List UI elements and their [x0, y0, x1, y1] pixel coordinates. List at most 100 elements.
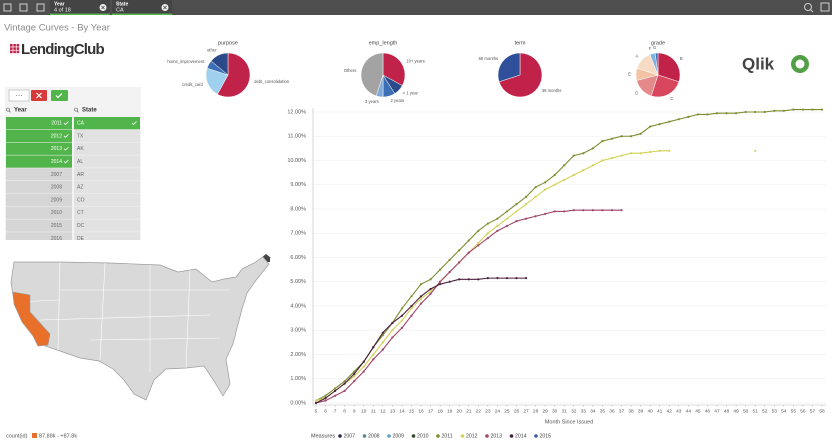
- series-point[interactable]: [505, 277, 509, 280]
- filter-item[interactable]: [6, 193, 72, 207]
- filter-item[interactable]: [74, 219, 140, 232]
- filter-item[interactable]: [6, 142, 72, 155]
- series-point[interactable]: [419, 283, 423, 286]
- filter-item[interactable]: [6, 155, 72, 168]
- filter-item[interactable]: [6, 232, 72, 244]
- series-point[interactable]: [544, 181, 547, 184]
- pie-slice[interactable]: [657, 52, 681, 83]
- legend-swatch[interactable]: [362, 434, 367, 438]
- series-point[interactable]: [706, 113, 709, 116]
- filter-item[interactable]: [74, 168, 140, 181]
- series-point[interactable]: [744, 110, 747, 114]
- series-point[interactable]: [629, 135, 633, 138]
- filter-item[interactable]: [74, 129, 140, 143]
- series-point[interactable]: [534, 215, 537, 218]
- series-point[interactable]: [333, 389, 337, 392]
- series-point[interactable]: [429, 292, 432, 295]
- series-point[interactable]: [448, 258, 451, 262]
- legend-label[interactable]: 2008: [368, 433, 380, 439]
- series-point[interactable]: [677, 118, 680, 121]
- pie-slice[interactable]: [360, 52, 384, 97]
- series-point[interactable]: [591, 209, 594, 212]
- series-point[interactable]: [572, 173, 575, 177]
- series-point[interactable]: [591, 147, 594, 150]
- series-point[interactable]: [524, 203, 528, 206]
- pie-slice[interactable]: [210, 52, 229, 76]
- filter-item[interactable]: [74, 181, 140, 194]
- series-point[interactable]: [477, 241, 480, 245]
- series-point[interactable]: [515, 203, 518, 206]
- legend-label[interactable]: 2011: [442, 433, 453, 439]
- filter-item[interactable]: [74, 206, 140, 219]
- filter-item[interactable]: [74, 232, 140, 244]
- series-point[interactable]: [372, 353, 375, 356]
- series-point[interactable]: [639, 132, 642, 135]
- series-point[interactable]: [754, 149, 757, 152]
- series-point[interactable]: [400, 314, 404, 317]
- series-point[interactable]: [620, 154, 623, 157]
- legend-label[interactable]: 2015: [540, 433, 552, 439]
- series-point[interactable]: [610, 209, 614, 212]
- series-point[interactable]: [496, 229, 499, 232]
- series-point[interactable]: [563, 164, 566, 167]
- series-point[interactable]: [410, 314, 413, 317]
- series-point[interactable]: [563, 178, 566, 181]
- series-point[interactable]: [353, 370, 356, 373]
- series-point[interactable]: [687, 115, 690, 118]
- series-point[interactable]: [429, 287, 432, 291]
- more-button[interactable]: [8, 89, 30, 102]
- series-point[interactable]: [801, 108, 805, 111]
- series-point[interactable]: [496, 277, 499, 280]
- series-point[interactable]: [658, 149, 661, 152]
- series-point[interactable]: [391, 321, 394, 325]
- series-point[interactable]: [582, 169, 585, 172]
- series-point[interactable]: [610, 137, 614, 140]
- series-point[interactable]: [754, 110, 757, 114]
- series-point[interactable]: [553, 210, 556, 213]
- series-point[interactable]: [314, 401, 318, 405]
- legend-swatch[interactable]: [509, 434, 514, 438]
- series-point[interactable]: [572, 209, 575, 212]
- series-point[interactable]: [601, 209, 604, 212]
- series-point[interactable]: [477, 244, 480, 247]
- series-point[interactable]: [544, 212, 547, 215]
- legend-swatch[interactable]: [460, 434, 465, 438]
- series-point[interactable]: [458, 261, 461, 264]
- series-point[interactable]: [353, 372, 356, 375]
- series-point[interactable]: [343, 380, 346, 383]
- filter-item[interactable]: [6, 168, 72, 181]
- series-point[interactable]: [343, 389, 346, 392]
- series-point[interactable]: [649, 125, 652, 128]
- series-point[interactable]: [782, 109, 785, 112]
- series-point[interactable]: [486, 277, 489, 280]
- series-point[interactable]: [362, 360, 365, 363]
- series-point[interactable]: [524, 195, 528, 198]
- series-point[interactable]: [458, 278, 461, 281]
- series-point[interactable]: [792, 108, 795, 111]
- legend-swatch[interactable]: [411, 434, 416, 438]
- series-point[interactable]: [362, 370, 365, 373]
- series-point[interactable]: [439, 280, 442, 283]
- series-point[interactable]: [324, 397, 327, 400]
- filter-item[interactable]: [74, 155, 140, 168]
- series-point[interactable]: [486, 232, 489, 235]
- filter-item[interactable]: [74, 193, 140, 207]
- series-point[interactable]: [715, 112, 719, 115]
- filter-item[interactable]: [74, 117, 140, 130]
- legend-swatch[interactable]: [534, 434, 538, 438]
- selection-chip[interactable]: [112, 0, 172, 15]
- series-point[interactable]: [381, 334, 384, 337]
- series-point[interactable]: [467, 239, 470, 242]
- series-point[interactable]: [324, 394, 327, 397]
- series-point[interactable]: [467, 278, 470, 281]
- series-point[interactable]: [505, 217, 509, 220]
- series-point[interactable]: [410, 295, 413, 298]
- series-point[interactable]: [696, 113, 699, 116]
- series-point[interactable]: [524, 217, 528, 220]
- pie-slice[interactable]: [382, 52, 406, 86]
- state-ca[interactable]: [12, 291, 51, 347]
- series-point[interactable]: [439, 268, 442, 271]
- pie-slice[interactable]: [650, 74, 680, 98]
- series-point[interactable]: [505, 210, 509, 213]
- series-point[interactable]: [534, 186, 537, 189]
